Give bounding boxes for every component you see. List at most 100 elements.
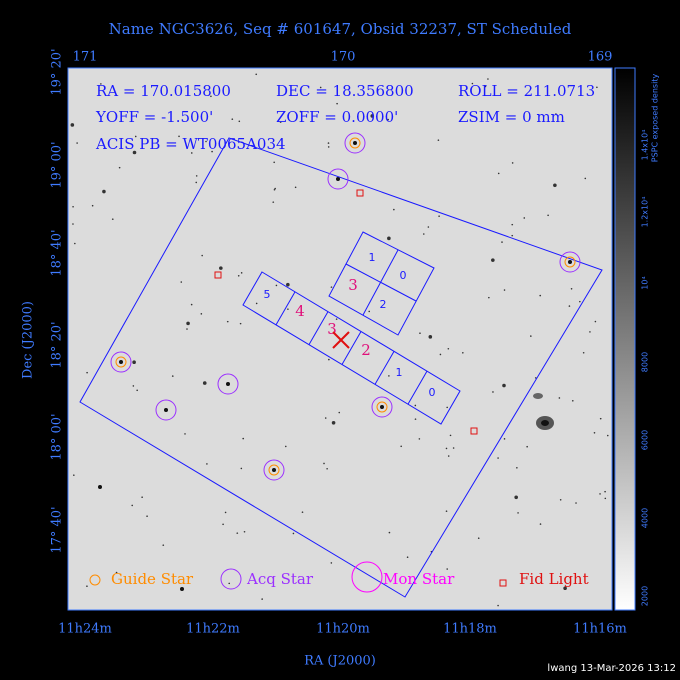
star [437, 139, 440, 141]
star [568, 260, 572, 264]
star [575, 502, 577, 504]
star [393, 208, 395, 211]
star [279, 121, 282, 123]
star [243, 530, 246, 533]
star [115, 571, 118, 574]
chip-divider [345, 263, 417, 302]
star [563, 586, 567, 591]
star [516, 467, 518, 469]
star [272, 468, 276, 472]
guide-star [115, 356, 127, 368]
star [240, 272, 243, 274]
colorbar-title: PSPC exposed density [651, 74, 660, 163]
star [503, 289, 506, 291]
star [284, 445, 287, 448]
star [446, 568, 448, 570]
top-tick: 169 [588, 50, 613, 65]
star [422, 233, 425, 235]
star [452, 447, 455, 449]
star [255, 302, 258, 305]
left-tick: 18° 00' [50, 413, 65, 460]
star [497, 457, 499, 459]
star [328, 358, 330, 361]
star [206, 463, 208, 465]
star-field [70, 73, 609, 607]
acq-star [263, 459, 285, 481]
star [236, 532, 239, 534]
chip-label: 3 [348, 276, 358, 294]
chip-label: 2 [380, 298, 387, 311]
colorbar-tick: 1.4x10⁴ [641, 130, 650, 161]
left-tick: 18° 20' [50, 321, 65, 368]
legend-mon-icon [351, 561, 383, 593]
star [231, 118, 234, 120]
star [596, 86, 598, 89]
star [273, 161, 275, 164]
chip-label: 2 [361, 341, 371, 359]
info-dec: DEC = 18.356800 [276, 82, 414, 100]
chip-divider [275, 291, 296, 326]
info-zoff: ZOFF = 0.0000' [276, 108, 398, 126]
star [558, 397, 561, 399]
star [111, 218, 114, 220]
star [336, 177, 340, 181]
star [502, 383, 506, 388]
star [86, 371, 88, 374]
bottom-tick: 11h24m [58, 622, 112, 637]
star [190, 152, 193, 154]
star [428, 335, 433, 339]
star [570, 287, 573, 290]
chip-label: 1 [369, 251, 376, 264]
star [162, 544, 165, 546]
star [255, 73, 258, 76]
fid-light [470, 427, 478, 435]
star [604, 490, 606, 493]
star [237, 274, 240, 277]
star [547, 214, 549, 217]
star [380, 405, 384, 409]
star [132, 150, 137, 155]
star [599, 417, 602, 420]
info-ra: RA = 170.015800 [96, 82, 231, 100]
star [491, 258, 495, 262]
star [224, 511, 227, 514]
star [568, 305, 571, 307]
star [146, 515, 148, 518]
star [419, 332, 421, 335]
star [511, 162, 514, 164]
star [438, 215, 440, 217]
star [274, 187, 276, 190]
star [387, 236, 391, 241]
star [484, 85, 487, 88]
colorbar-tick: 1.2x10⁴ [641, 197, 650, 228]
star [195, 175, 198, 177]
star [414, 404, 417, 407]
bottom-tick: 11h18m [443, 622, 497, 637]
star [370, 114, 375, 118]
star [388, 531, 391, 534]
chip-label: 1 [396, 366, 403, 379]
star [517, 512, 519, 514]
star [131, 504, 134, 507]
star [286, 282, 290, 287]
acq-star [110, 351, 132, 373]
star [70, 123, 75, 127]
star [488, 296, 490, 299]
star [445, 510, 448, 512]
star [604, 497, 607, 500]
top-tick: 170 [331, 50, 356, 65]
star [319, 86, 322, 89]
star [427, 226, 430, 228]
star [180, 587, 184, 591]
star [589, 331, 591, 333]
star [226, 320, 229, 323]
star [514, 495, 518, 500]
star [327, 146, 330, 148]
star [164, 408, 168, 412]
star [200, 313, 203, 315]
info-zsim: ZSIM = 0 mm [458, 108, 565, 126]
star [195, 181, 198, 184]
bottom-tick: 11h16m [573, 622, 627, 637]
legend-guide: Guide Star [111, 570, 194, 588]
chip-label: 3 [327, 320, 337, 338]
